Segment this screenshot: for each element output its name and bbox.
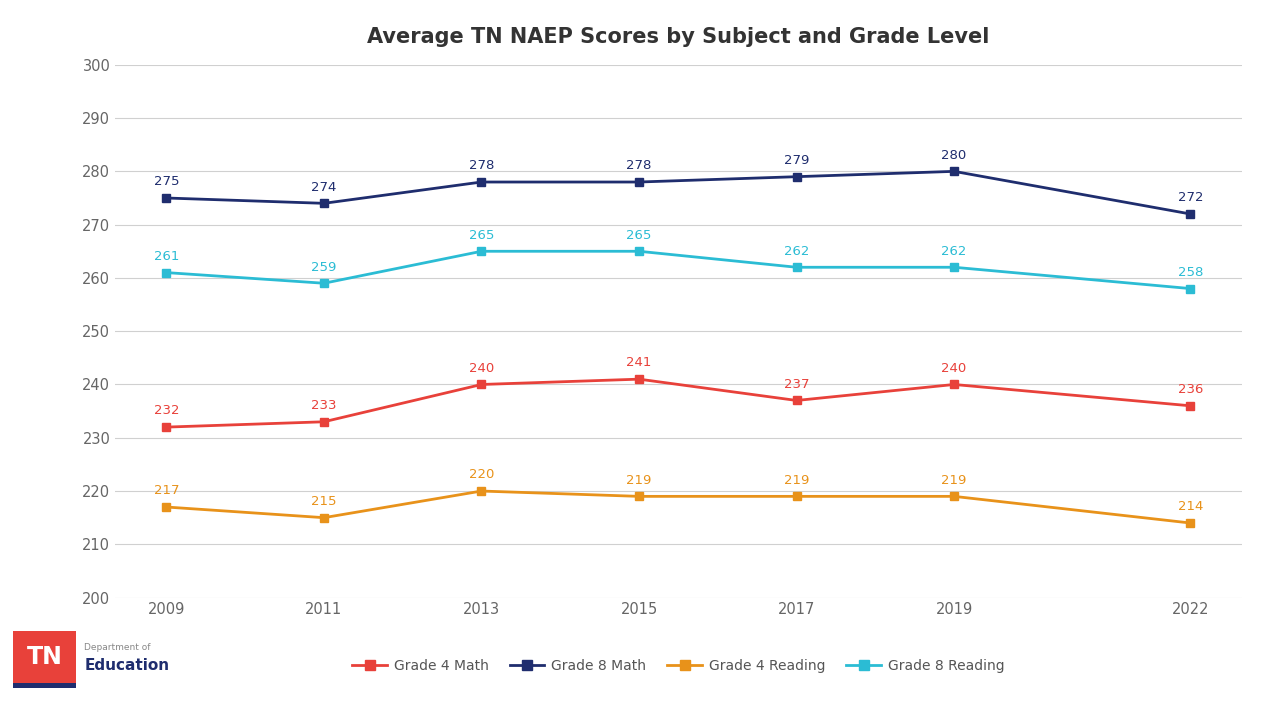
Text: 217: 217 [154, 485, 179, 498]
Text: TN: TN [27, 644, 63, 669]
Legend: Grade 4 Math, Grade 8 Math, Grade 4 Reading, Grade 8 Reading: Grade 4 Math, Grade 8 Math, Grade 4 Read… [347, 654, 1010, 678]
Text: 279: 279 [783, 154, 809, 167]
Text: 240: 240 [942, 361, 966, 374]
Text: 240: 240 [468, 361, 494, 374]
Text: 214: 214 [1178, 500, 1203, 513]
Text: 261: 261 [154, 250, 179, 263]
Text: 275: 275 [154, 175, 179, 188]
Bar [13, 683, 76, 688]
Text: 258: 258 [1178, 266, 1203, 279]
Text: 220: 220 [468, 468, 494, 481]
Text: 262: 262 [783, 245, 809, 258]
Text: 278: 278 [626, 159, 652, 172]
Text: 272: 272 [1178, 192, 1203, 204]
Text: 232: 232 [154, 405, 179, 418]
Text: 280: 280 [942, 148, 966, 161]
Text: 259: 259 [311, 261, 337, 274]
Text: 262: 262 [941, 245, 966, 258]
Text: 265: 265 [626, 228, 652, 241]
Text: 265: 265 [468, 228, 494, 241]
Text: 237: 237 [783, 378, 809, 391]
Text: 219: 219 [626, 474, 652, 487]
Bar [13, 631, 76, 683]
Title: Average TN NAEP Scores by Subject and Grade Level: Average TN NAEP Scores by Subject and Gr… [367, 27, 989, 47]
Text: 241: 241 [626, 356, 652, 369]
Text: 278: 278 [468, 159, 494, 172]
Text: Department of: Department of [84, 644, 151, 652]
Text: 219: 219 [783, 474, 809, 487]
Text: 219: 219 [941, 474, 966, 487]
Text: 236: 236 [1178, 383, 1203, 396]
Text: 233: 233 [311, 399, 337, 412]
Text: Education: Education [84, 658, 169, 672]
Text: 215: 215 [311, 495, 337, 508]
Text: 274: 274 [311, 181, 337, 194]
